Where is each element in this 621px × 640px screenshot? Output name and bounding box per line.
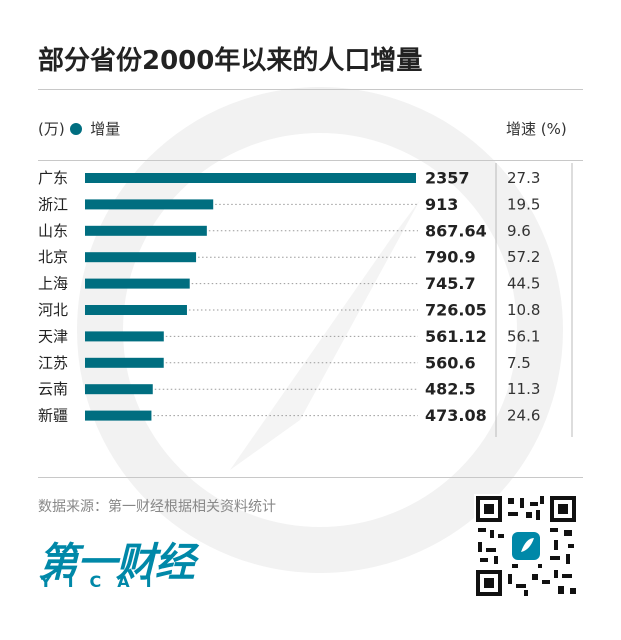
yicai-logo: 第一财经 [38,540,195,586]
legend-label: 增量 [90,120,121,138]
bar [85,410,152,421]
rate-header: 增速 (%) [506,120,567,138]
bar [85,384,153,395]
bar [85,225,207,236]
growth-rate-label: 9.6 [507,222,531,240]
source-note: 数据来源：第一财经根据相关资料统计 [38,499,276,515]
category-label: 河北 [38,301,68,319]
growth-rate-label: 57.2 [507,248,540,266]
value-label: 726.05 [425,301,487,320]
growth-rate-label: 44.5 [507,275,540,293]
value-label: 561.12 [425,327,487,346]
bar [85,173,416,183]
category-label: 江苏 [38,354,68,372]
chart-title: 部分省份2000年以来的人口增量 [38,46,423,76]
category-label: 天津 [38,327,68,345]
unit-label: (万) 增量 [38,118,120,139]
value-label: 473.08 [425,406,487,425]
value-label: 867.64 [425,221,487,240]
category-label: 浙江 [38,195,68,213]
bar [85,357,164,368]
growth-rate-label: 19.5 [507,195,540,213]
category-label: 新疆 [38,407,68,425]
bar [85,199,214,210]
value-label: 482.5 [425,380,476,399]
legend-dot-icon [69,123,82,135]
qr-code-icon [474,494,578,598]
category-label: 山东 [38,222,68,240]
category-label: 上海 [38,275,68,293]
category-label: 北京 [38,248,68,266]
growth-rate-label: 56.1 [507,327,540,345]
title-divider [38,89,583,90]
value-label: 790.9 [425,248,476,267]
bar [85,305,187,315]
value-label: 560.6 [425,353,476,372]
growth-rate-label: 10.8 [507,301,540,319]
bar [85,331,164,342]
bar [85,252,197,263]
value-label: 2357 [425,169,470,188]
category-label: 广东 [38,169,68,187]
header-divider [38,160,583,161]
yicai-logo-en: YICAI [40,572,168,591]
category-label: 云南 [38,380,68,398]
value-label: 913 [425,195,458,214]
growth-rate-label: 7.5 [507,354,531,372]
bottom-divider [38,477,583,478]
growth-rate-label: 11.3 [507,380,540,398]
growth-rate-label: 27.3 [507,169,540,187]
bar [85,278,190,289]
value-label: 745.7 [425,274,476,293]
unit-text: (万) [38,120,65,138]
growth-rate-label: 24.6 [507,407,540,425]
